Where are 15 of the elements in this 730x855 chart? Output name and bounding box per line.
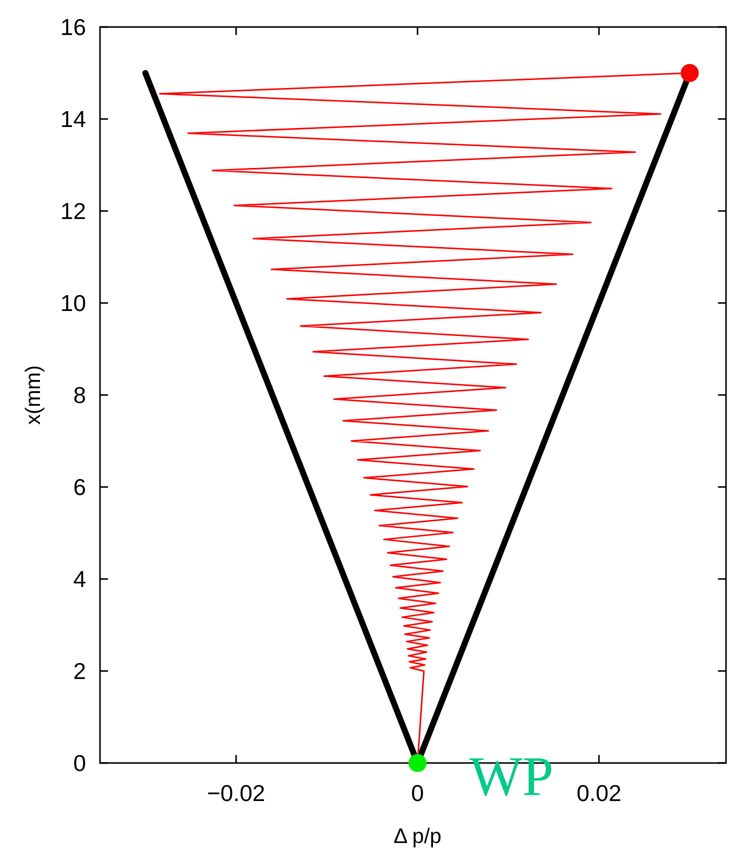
y-tick-label: 14 [60, 106, 86, 132]
y-tick-label: 4 [73, 566, 86, 592]
y-tick-label: 6 [73, 474, 86, 500]
y-tick-label: 0 [73, 750, 86, 776]
x-tick-label: 0 [411, 780, 424, 806]
y-tick-label: 8 [73, 382, 86, 408]
y-tick-label: 16 [60, 14, 86, 40]
y-tick-label: 10 [60, 290, 86, 316]
x-tick-label: 0.02 [576, 780, 622, 806]
y-tick-label: 2 [73, 658, 86, 684]
y-tick-label: 12 [60, 198, 86, 224]
y-axis-title: x(mm) [22, 365, 45, 425]
annotation: WP [470, 746, 554, 808]
x-tick-label: −0.02 [206, 780, 266, 806]
x-axis-title: Δ p/p [394, 825, 442, 848]
